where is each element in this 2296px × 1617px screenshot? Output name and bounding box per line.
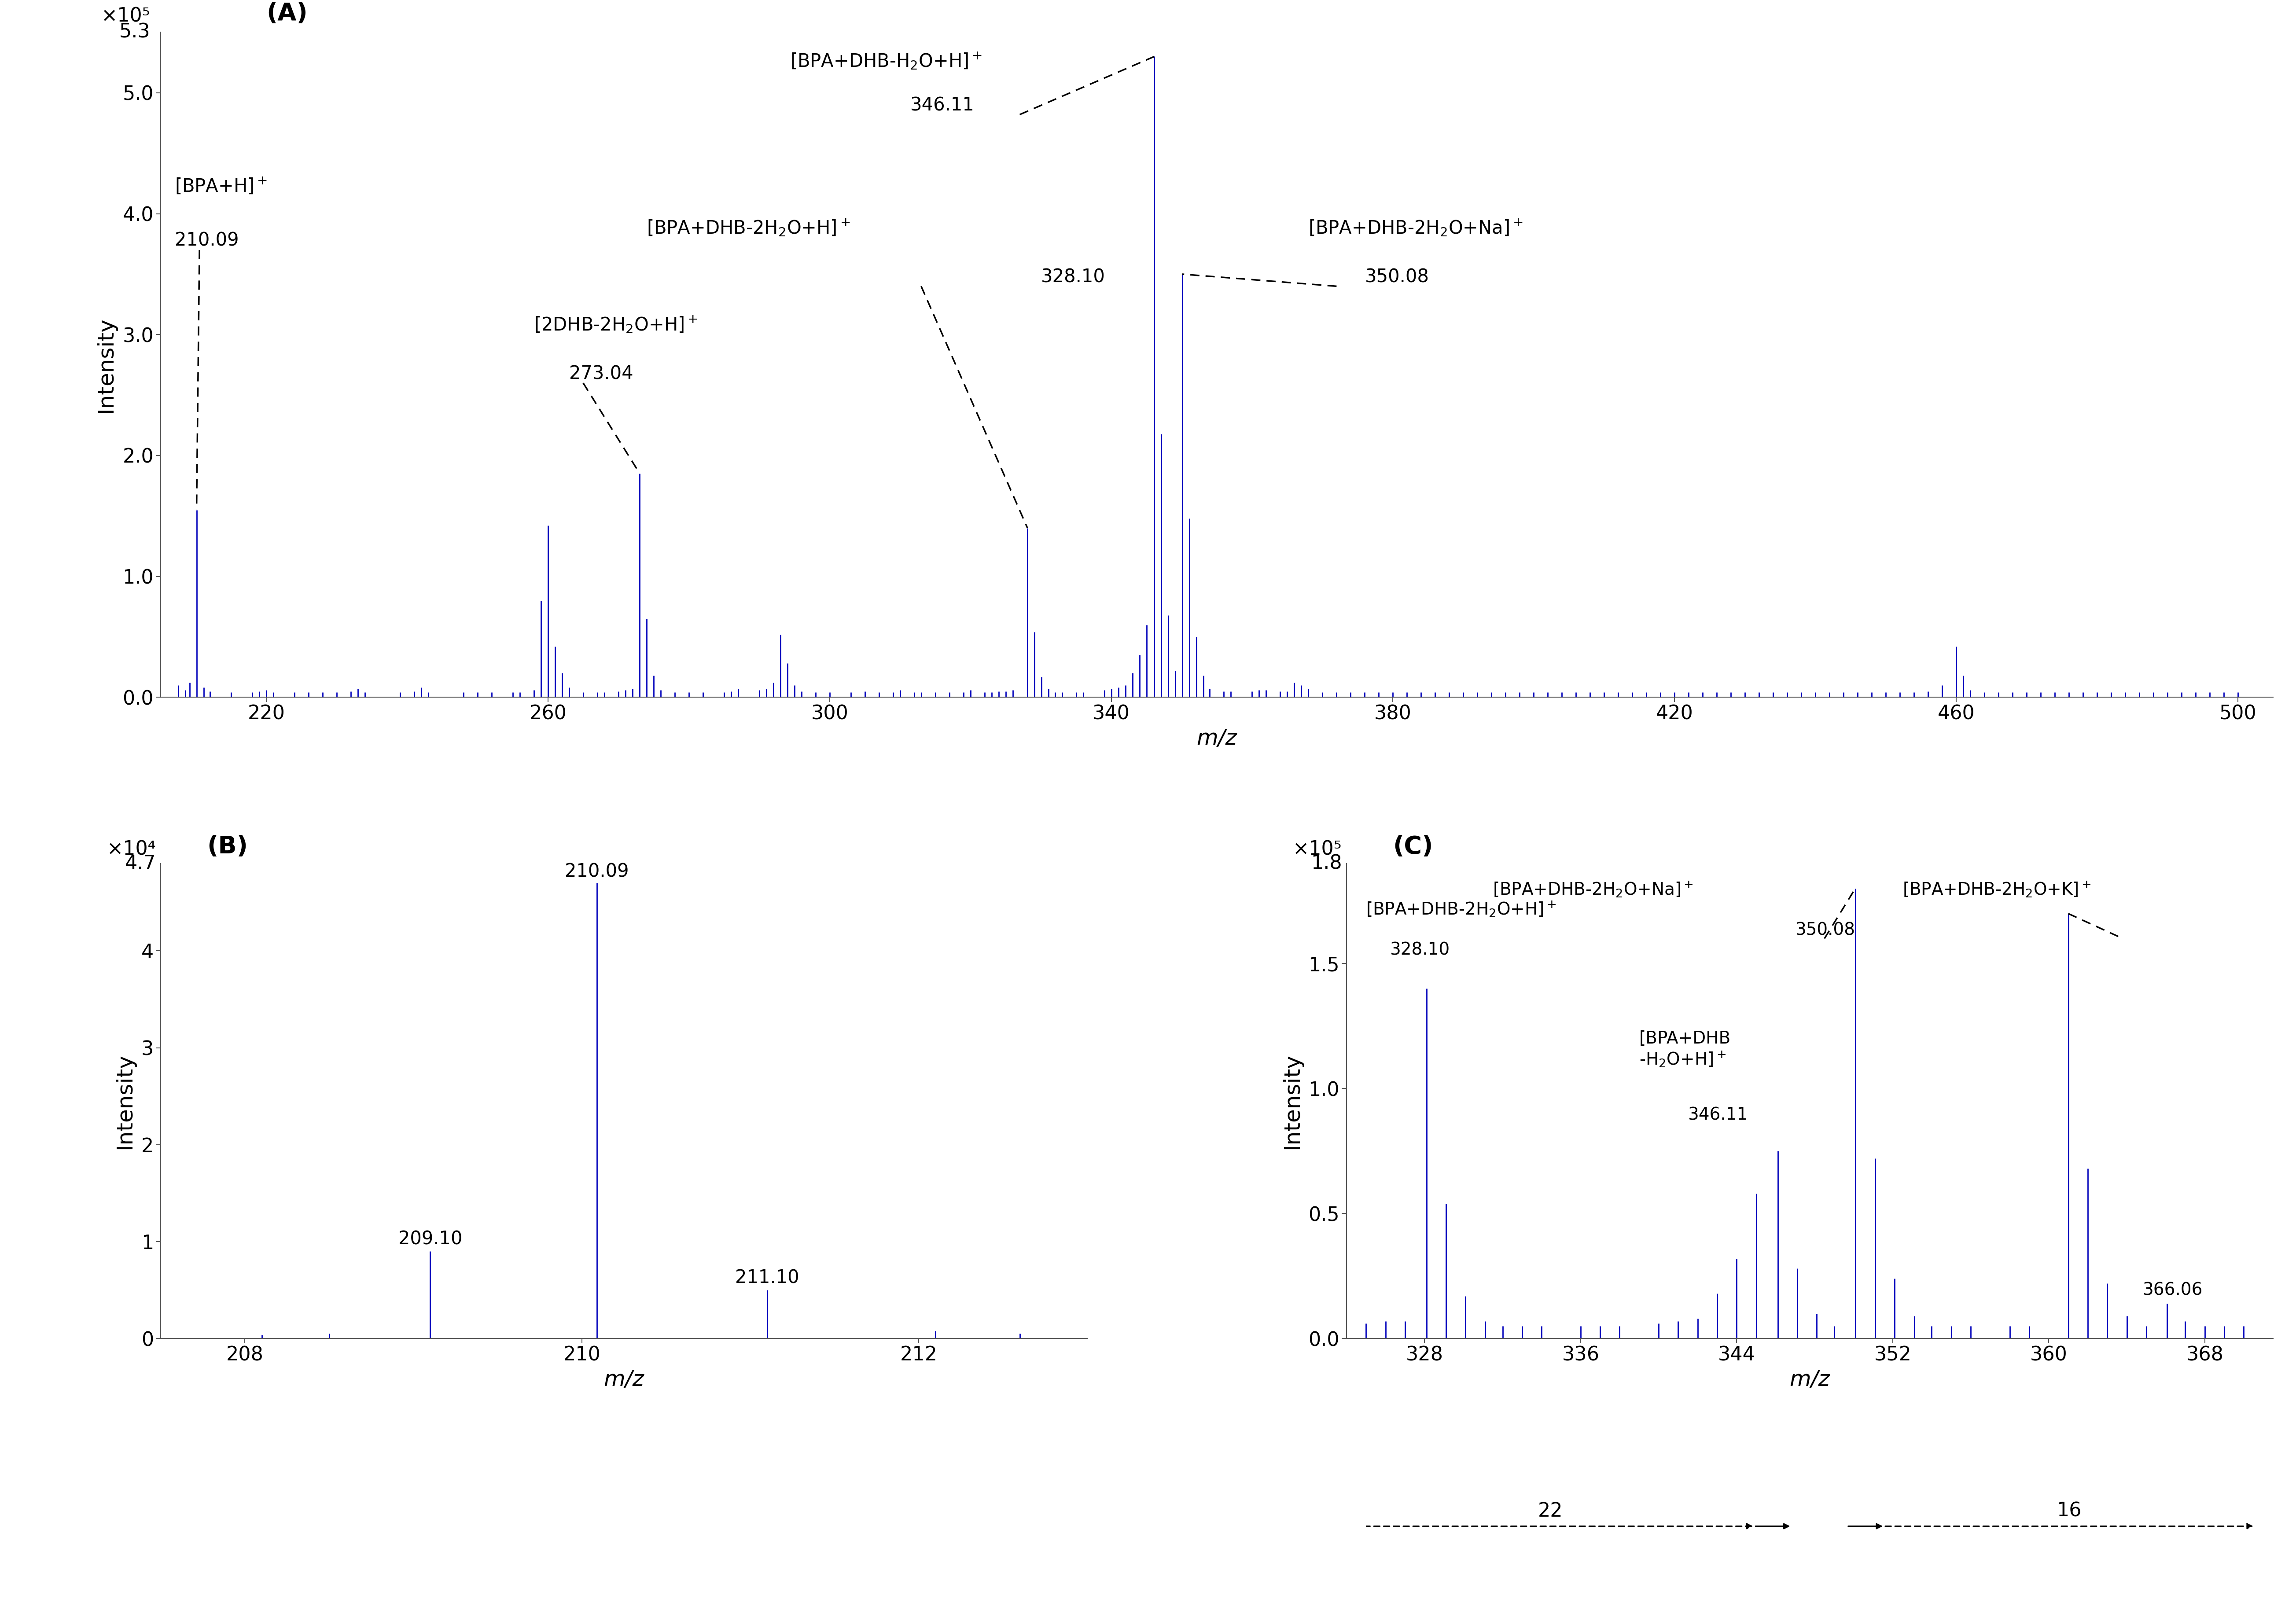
Text: 16: 16: [2057, 1502, 2082, 1520]
X-axis label: m/z: m/z: [604, 1370, 645, 1391]
Text: ×10⁵: ×10⁵: [101, 6, 149, 26]
Y-axis label: Intensity: Intensity: [96, 317, 117, 412]
Text: [BPA+DHB-H$_2$O+H]$^+$: [BPA+DHB-H$_2$O+H]$^+$: [790, 50, 983, 71]
Text: [BPA+H]$^+$: [BPA+H]$^+$: [174, 176, 266, 196]
Text: 346.11: 346.11: [909, 95, 974, 115]
Text: 1.8: 1.8: [1311, 854, 1341, 873]
Text: 211.10: 211.10: [735, 1269, 799, 1287]
Text: [BPA+DHB-2H$_2$O+K]$^+$: [BPA+DHB-2H$_2$O+K]$^+$: [1903, 880, 2092, 899]
Text: 350.08: 350.08: [1795, 922, 1855, 938]
Y-axis label: Intensity: Intensity: [115, 1053, 135, 1150]
Text: 328.10: 328.10: [1389, 941, 1449, 959]
Text: 5.3: 5.3: [119, 23, 149, 42]
Text: ×10⁵: ×10⁵: [1293, 839, 1341, 859]
Text: [2DHB-2H$_2$O+H]$^+$: [2DHB-2H$_2$O+H]$^+$: [535, 314, 698, 335]
Text: [BPA+DHB-2H$_2$O+Na]$^+$: [BPA+DHB-2H$_2$O+Na]$^+$: [1492, 880, 1694, 899]
Text: (B): (B): [207, 834, 248, 859]
Text: 350.08: 350.08: [1364, 268, 1428, 286]
Text: (C): (C): [1394, 834, 1433, 859]
Text: 328.10: 328.10: [1040, 268, 1104, 286]
Text: [BPA+DHB
-H$_2$O+H]$^+$: [BPA+DHB -H$_2$O+H]$^+$: [1639, 1030, 1731, 1069]
Text: [BPA+DHB-2H$_2$O+H]$^+$: [BPA+DHB-2H$_2$O+H]$^+$: [1366, 901, 1557, 918]
X-axis label: m/z: m/z: [1196, 728, 1238, 749]
Text: 210.09: 210.09: [174, 231, 239, 251]
Y-axis label: Intensity: Intensity: [1281, 1053, 1302, 1150]
Text: [BPA+DHB-2H$_2$O+H]$^+$: [BPA+DHB-2H$_2$O+H]$^+$: [647, 218, 850, 238]
Text: 366.06: 366.06: [2142, 1282, 2202, 1298]
Text: [BPA+DHB-2H$_2$O+Na]$^+$: [BPA+DHB-2H$_2$O+Na]$^+$: [1309, 218, 1522, 238]
Text: 273.04: 273.04: [569, 364, 634, 383]
Text: 209.10: 209.10: [397, 1231, 461, 1248]
Text: ×10⁴: ×10⁴: [108, 839, 156, 859]
Text: 346.11: 346.11: [1688, 1108, 1747, 1124]
Text: 22: 22: [1538, 1502, 1564, 1520]
Text: (A): (A): [266, 2, 308, 26]
X-axis label: m/z: m/z: [1789, 1370, 1830, 1391]
Text: 4.7: 4.7: [124, 854, 156, 873]
Text: 210.09: 210.09: [565, 862, 629, 881]
